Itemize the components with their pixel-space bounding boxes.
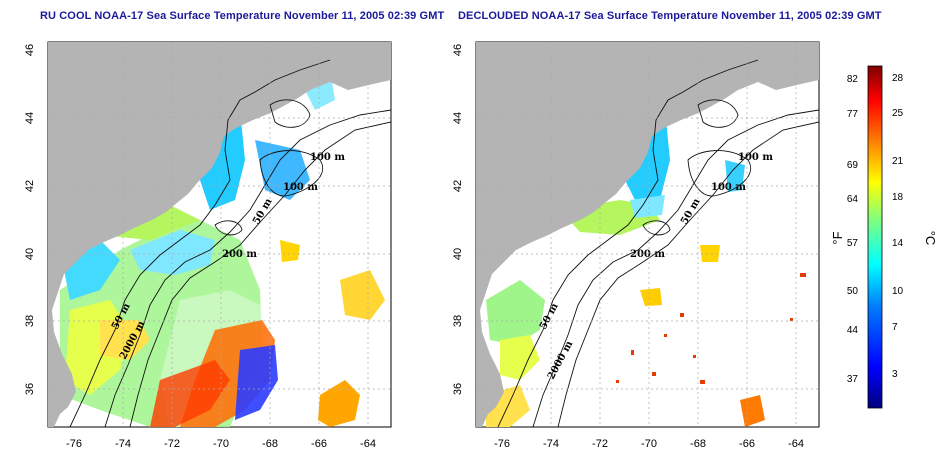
left-lon-tick-68: -68 bbox=[262, 438, 278, 450]
colorbar-f-tick: 37 bbox=[847, 374, 859, 385]
left-lon-tick-72: -72 bbox=[164, 438, 180, 450]
colorbar-f-tick: 82 bbox=[847, 74, 859, 85]
right-lon-tick-66: -66 bbox=[739, 438, 755, 450]
right-lat-tick-42: 42 bbox=[452, 180, 464, 192]
left-grid-lines bbox=[48, 42, 391, 427]
colorbar-f-tick: 57 bbox=[847, 238, 859, 249]
right-lon-tick-64: -64 bbox=[788, 438, 804, 450]
colorbar-c-tick: 28 bbox=[892, 73, 904, 84]
left-lon-tick-64: -64 bbox=[360, 438, 376, 450]
right-contour-label-100m-lower: 100 m bbox=[711, 182, 746, 193]
right-lat-tick-46: 46 bbox=[452, 44, 464, 56]
right-lon-tick-70: -70 bbox=[641, 438, 657, 450]
colorbar-c-tick: 14 bbox=[892, 238, 904, 249]
right-lon-tick-68: -68 bbox=[690, 438, 706, 450]
left-map-title: RU COOL NOAA-17 Sea Surface Temperature … bbox=[40, 10, 445, 22]
colorbar-f-tick: 50 bbox=[847, 286, 859, 297]
colorbar-f-tick: 64 bbox=[847, 194, 859, 205]
left-map-panel: 100 m 100 m 50 m 200 m 50 m 2000 m bbox=[24, 41, 392, 450]
right-lat-tick-44: 44 bbox=[452, 112, 464, 124]
right-lat-axis: 36 38 40 42 44 46 bbox=[452, 44, 464, 395]
left-lon-axis: -76 -74 -72 -70 -68 -66 -64 bbox=[66, 438, 376, 450]
right-lon-axis: -76 -74 -72 -70 -68 -66 -64 bbox=[494, 438, 804, 450]
left-lat-axis: 36 38 40 42 44 46 bbox=[24, 44, 36, 395]
left-lon-tick-70: -70 bbox=[213, 438, 229, 450]
right-lat-tick-40: 40 bbox=[452, 248, 464, 260]
left-lat-tick-36: 36 bbox=[24, 383, 36, 395]
temperature-colorbar: 82 77 69 64 57 50 44 37 28 25 21 18 14 1… bbox=[830, 65, 938, 409]
left-contour-label-100m-lower: 100 m bbox=[283, 182, 318, 193]
colorbar-c-tick: 18 bbox=[892, 192, 904, 203]
left-lat-tick-46: 46 bbox=[24, 44, 36, 56]
left-lon-tick-76: -76 bbox=[66, 438, 82, 450]
colorbar-strip bbox=[867, 65, 883, 409]
colorbar-unit-fahrenheit: °F bbox=[830, 231, 845, 244]
right-warm-spots bbox=[616, 273, 806, 384]
colorbar-c-tick: 10 bbox=[892, 286, 904, 297]
left-contour-label-100m-upper: 100 m bbox=[310, 152, 345, 163]
colorbar-celsius-ticks: 28 25 21 18 14 10 7 3 bbox=[892, 73, 904, 380]
right-lat-tick-38: 38 bbox=[452, 315, 464, 327]
right-grid-lines bbox=[476, 42, 819, 427]
right-contour-label-200m: 200 m bbox=[630, 249, 665, 260]
left-lat-tick-44: 44 bbox=[24, 112, 36, 124]
left-map-plot-area: 100 m 100 m 50 m 200 m 50 m 2000 m bbox=[48, 42, 391, 427]
right-map-title: DECLOUDED NOAA-17 Sea Surface Temperatur… bbox=[458, 10, 882, 22]
colorbar-c-tick: 21 bbox=[892, 156, 904, 167]
left-lat-tick-40: 40 bbox=[24, 248, 36, 260]
right-lon-tick-76: -76 bbox=[494, 438, 510, 450]
right-lon-tick-74: -74 bbox=[543, 438, 559, 450]
right-bathymetry-contours bbox=[497, 59, 819, 427]
colorbar-fahrenheit-ticks: 82 77 69 64 57 50 44 37 bbox=[847, 74, 859, 385]
left-lon-tick-66: -66 bbox=[311, 438, 327, 450]
colorbar-c-tick: 7 bbox=[892, 322, 898, 333]
left-lat-tick-42: 42 bbox=[24, 180, 36, 192]
colorbar-f-tick: 44 bbox=[847, 325, 859, 336]
right-contour-label-100m-upper: 100 m bbox=[738, 152, 773, 163]
right-lon-tick-72: -72 bbox=[592, 438, 608, 450]
colorbar-f-tick: 77 bbox=[847, 109, 859, 120]
left-lat-tick-38: 38 bbox=[24, 315, 36, 327]
colorbar-unit-celsius: °C bbox=[923, 231, 938, 246]
left-contour-label-200m: 200 m bbox=[222, 249, 257, 260]
colorbar-c-tick: 25 bbox=[892, 108, 904, 119]
left-bathymetry-contours bbox=[69, 59, 391, 427]
right-lat-tick-36: 36 bbox=[452, 383, 464, 395]
colorbar-f-tick: 69 bbox=[847, 160, 859, 171]
colorbar-c-tick: 3 bbox=[892, 369, 898, 380]
left-lon-tick-74: -74 bbox=[115, 438, 131, 450]
right-map-panel: 100 m 100 m 50 m 200 m 50 m 2000 m -76 bbox=[452, 41, 820, 450]
